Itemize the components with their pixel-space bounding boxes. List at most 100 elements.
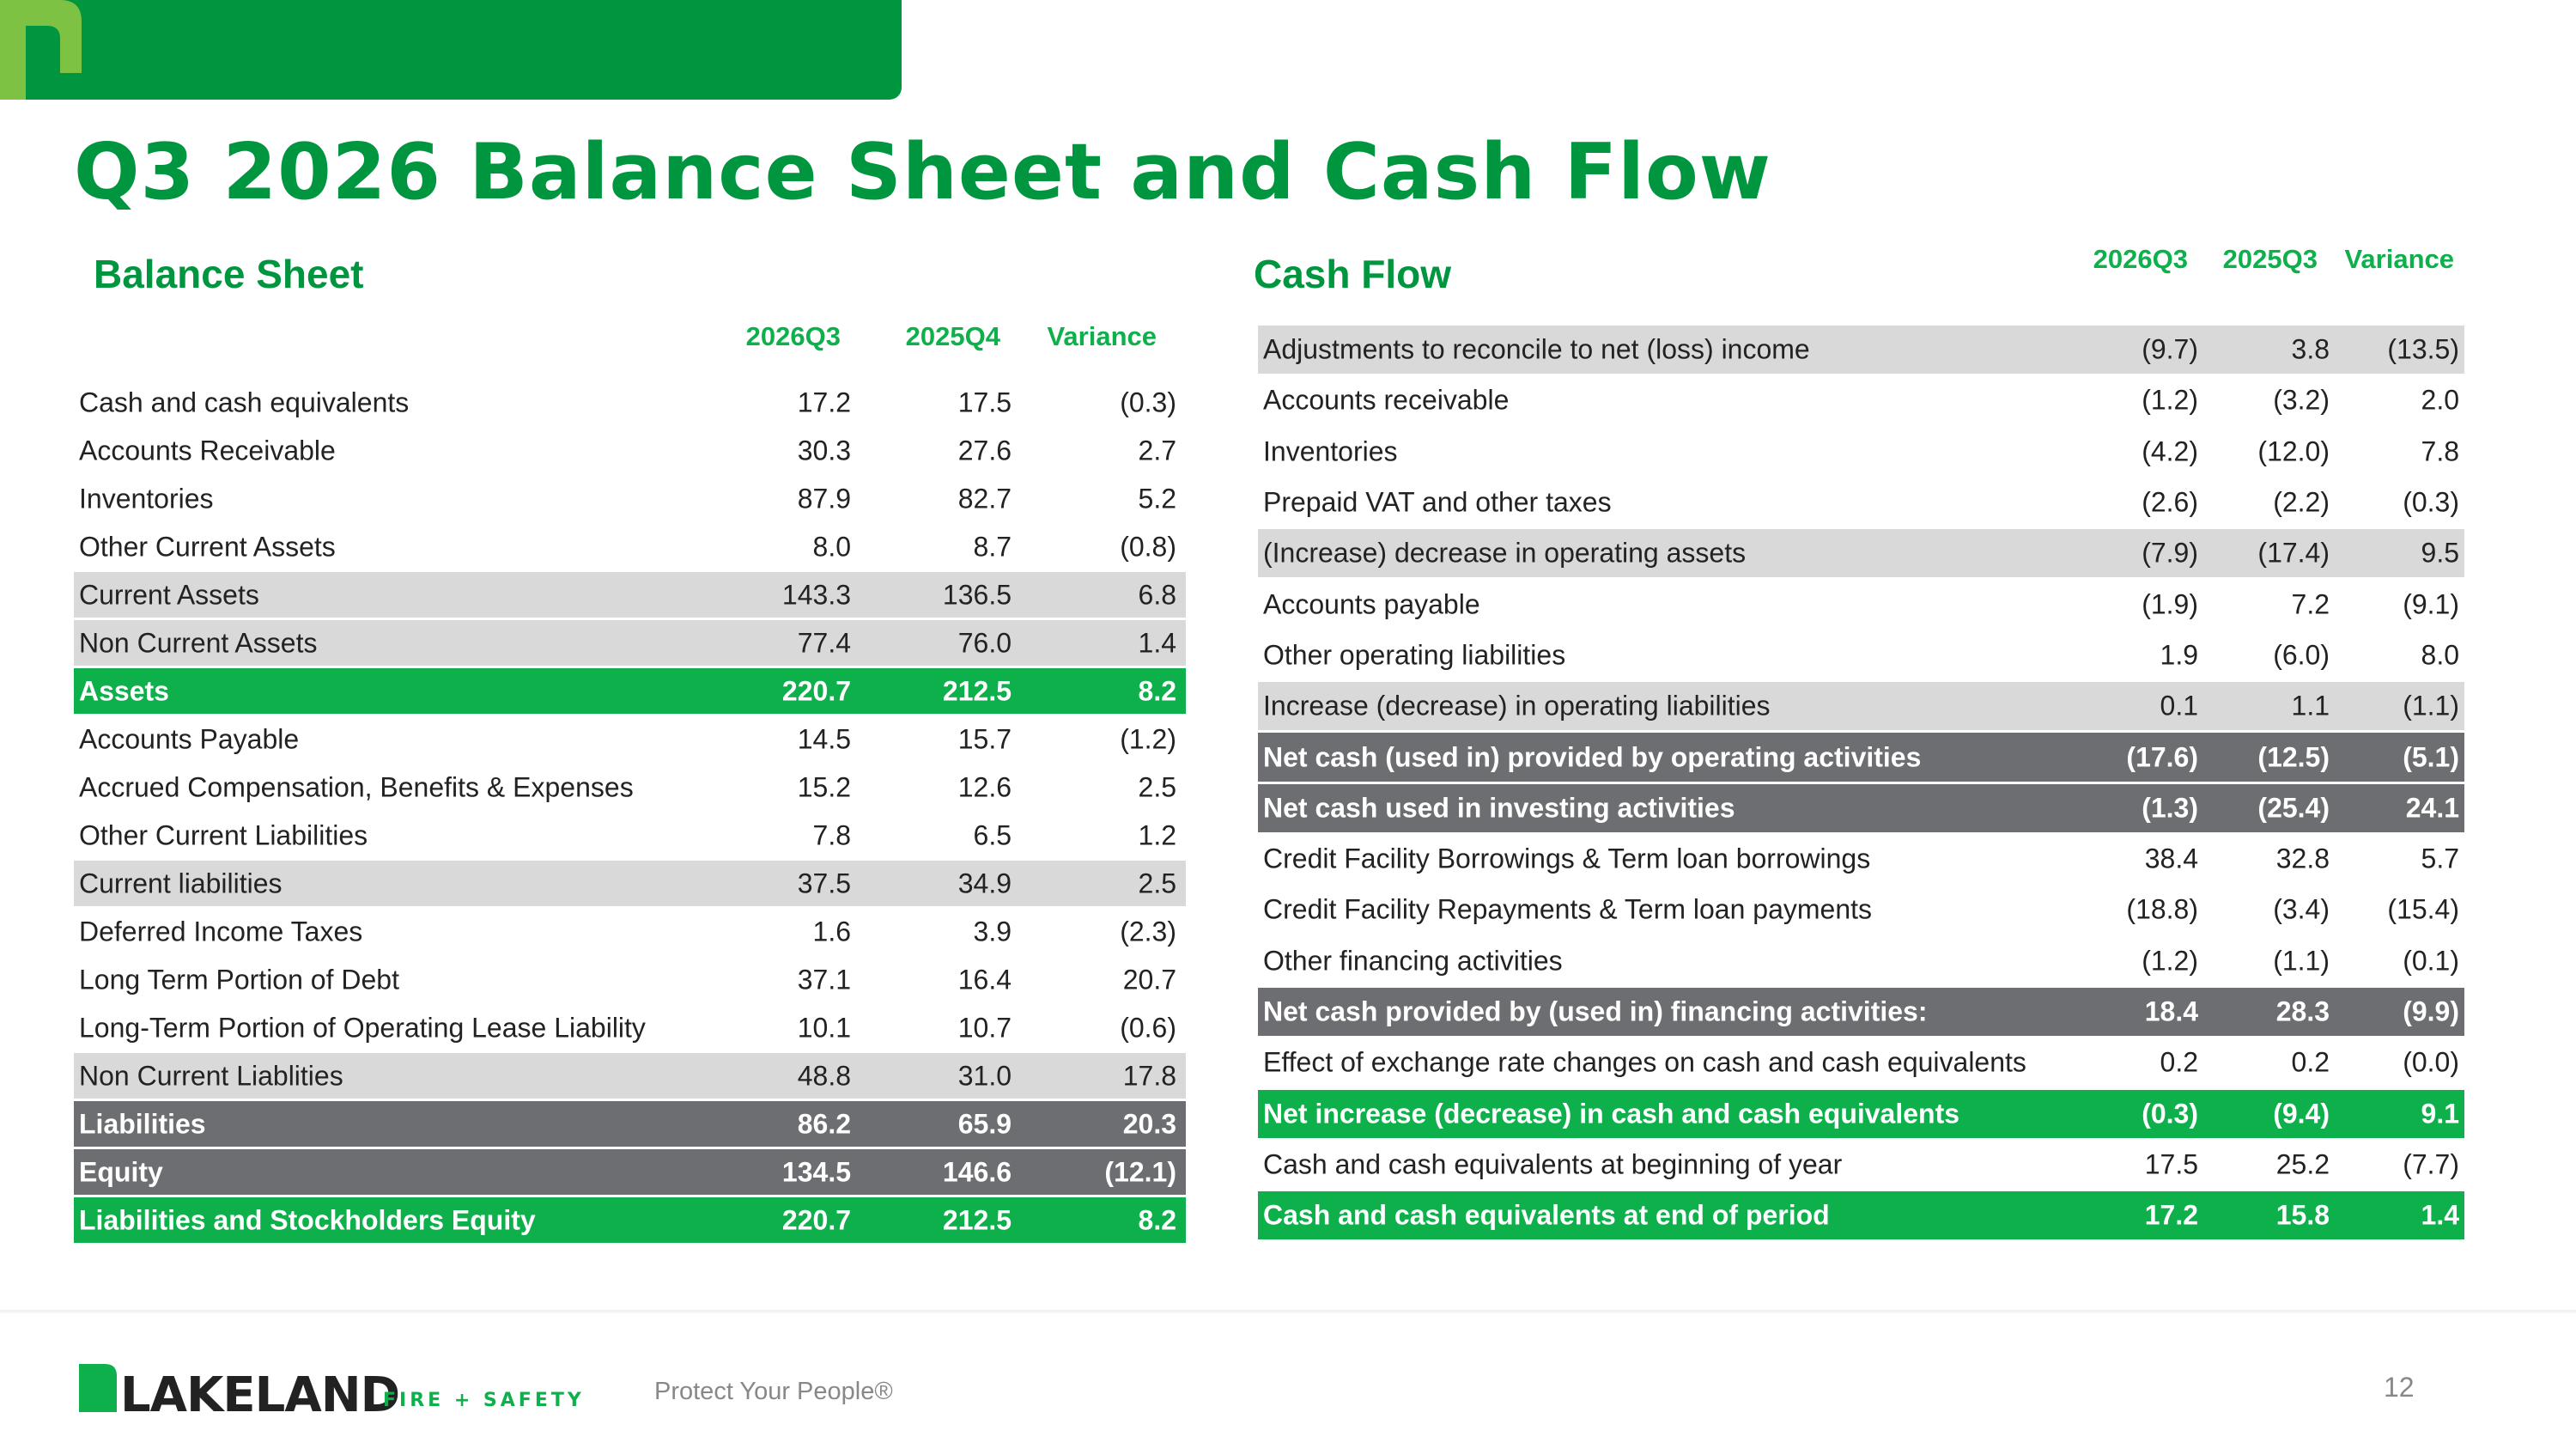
table-row: Increase (decrease) in operating liabili… — [1258, 682, 2464, 731]
row-value: 17.8 — [1122, 1060, 1176, 1091]
row-value: (0.0) — [2403, 1046, 2459, 1078]
row-value: 0.2 — [2291, 1046, 2330, 1078]
row-value: (17.6) — [2126, 741, 2198, 773]
row-value: (3.4) — [2273, 893, 2330, 925]
row-label: (Increase) decrease in operating assets — [1263, 537, 1747, 569]
row-value: (1.1) — [2273, 945, 2330, 977]
row-label: Effect of exchange rate changes on cash … — [1263, 1046, 2026, 1078]
footer-logo-mark — [79, 1364, 117, 1412]
row-value: 6.8 — [1138, 579, 1176, 610]
row-value: 1.2 — [1138, 819, 1176, 850]
column-header: 2025Q4 — [905, 321, 1000, 351]
row-label: Net increase (decrease) in cash and cash… — [1263, 1098, 1960, 1129]
row-value: 17.2 — [797, 387, 851, 417]
footer-tagline: FIRE + SAFETY — [383, 1390, 585, 1411]
row-value: 3.9 — [973, 916, 1012, 947]
row-value: (2.3) — [1120, 916, 1176, 947]
row-value: 2.5 — [1138, 868, 1176, 898]
column-header: 2025Q3 — [2222, 244, 2318, 274]
table-row: Cash and cash equivalents at beginning o… — [1258, 1141, 2464, 1189]
row-value: 220.7 — [781, 1204, 851, 1235]
row-value: 8.0 — [2421, 639, 2459, 671]
row-label: Inventories — [1263, 435, 1398, 467]
row-value: (6.0) — [2273, 639, 2330, 671]
table-row: Net cash provided by (used in) financing… — [1258, 987, 2464, 1037]
row-value: 34.9 — [957, 868, 1012, 898]
table-row: Non Current Liablities 48.8 31.0 17.8 — [74, 1053, 1186, 1099]
row-value: 8.2 — [1138, 675, 1176, 706]
row-value: (0.6) — [1120, 1012, 1176, 1043]
row-value: 15.2 — [797, 771, 851, 802]
row-value: 25.2 — [2275, 1148, 2330, 1180]
row-value: 37.5 — [797, 868, 851, 898]
row-label: Cash and cash equivalents — [79, 387, 410, 417]
row-value: 5.7 — [2421, 843, 2459, 874]
row-label: Other Current Assets — [79, 531, 336, 562]
table-row: Non Current Assets 77.4 76.0 1.4 — [74, 620, 1186, 666]
column-header: 2026Q3 — [745, 321, 841, 351]
row-value: 38.4 — [2144, 843, 2198, 874]
row-value: 82.7 — [957, 483, 1012, 514]
row-value: 2.5 — [1138, 771, 1176, 802]
section-heading: Balance Sheet — [94, 252, 364, 296]
table-row: (Increase) decrease in operating assets (… — [1258, 529, 2464, 578]
row-value: (12.5) — [2257, 741, 2330, 773]
row-value: 16.4 — [957, 964, 1012, 995]
row-label: Net cash provided by (used in) financing… — [1263, 995, 1928, 1027]
row-value: 20.3 — [1122, 1108, 1176, 1139]
row-value: 0.2 — [2160, 1046, 2198, 1078]
table-row: Current Assets 143.3 136.5 6.8 — [74, 572, 1186, 618]
row-value: (4.2) — [2142, 435, 2198, 467]
table-row: Accounts Receivable 30.3 27.6 2.7 — [74, 428, 1186, 473]
row-value: (7.7) — [2403, 1148, 2459, 1180]
row-label: Current Assets — [79, 579, 259, 610]
row-label: Credit Facility Repayments & Term loan p… — [1263, 893, 1873, 925]
row-value: (7.9) — [2142, 537, 2198, 569]
row-value: 76.0 — [957, 627, 1012, 658]
row-value: 87.9 — [797, 483, 851, 514]
row-value: 2.7 — [1138, 435, 1176, 466]
table-row: Prepaid VAT and other taxes (2.6) (2.2) (0.… — [1258, 478, 2464, 527]
row-value: (9.1) — [2403, 588, 2459, 620]
row-value: 136.5 — [942, 579, 1012, 610]
table-row: Cash and cash equivalents at end of peri… — [1258, 1191, 2464, 1240]
row-value: 37.1 — [797, 964, 851, 995]
row-label: Net cash used in investing activities — [1263, 792, 1735, 824]
row-value: 7.2 — [2291, 588, 2330, 620]
row-value: (25.4) — [2257, 792, 2330, 824]
row-value: (18.8) — [2126, 893, 2198, 925]
row-value: 65.9 — [957, 1108, 1012, 1139]
table-row: Other financing activities (1.2) (1.1) (0.1… — [1258, 937, 2464, 985]
row-value: (15.4) — [2387, 893, 2459, 925]
row-value: (1.3) — [2142, 792, 2198, 824]
row-value: 1.4 — [2421, 1199, 2459, 1231]
row-label: Accrued Compensation, Benefits & Expense… — [79, 771, 634, 802]
row-value: (0.8) — [1120, 531, 1176, 562]
row-value: 220.7 — [781, 675, 851, 706]
row-value: (9.7) — [2142, 333, 2198, 365]
row-value: 17.5 — [957, 387, 1012, 417]
top-bar — [0, 0, 902, 100]
row-value: (9.9) — [2403, 995, 2459, 1027]
row-value: 212.5 — [942, 1204, 1012, 1235]
row-value: 7.8 — [2421, 435, 2459, 467]
row-value: (12.1) — [1104, 1156, 1176, 1187]
row-label: Liabilities — [79, 1108, 206, 1139]
table-row: Other Current Assets 8.0 8.7 (0.8) — [74, 524, 1186, 569]
row-label: Adjustments to reconcile to net (loss) i… — [1263, 333, 1810, 365]
row-label: Increase (decrease) in operating liabili… — [1263, 690, 1771, 721]
table-row: Current liabilities 37.5 34.9 2.5 — [74, 861, 1186, 906]
row-value: (13.5) — [2387, 333, 2459, 365]
row-value: 30.3 — [797, 435, 851, 466]
table-row: Equity 134.5 146.6 (12.1) — [74, 1149, 1186, 1195]
table-row: Inventories 87.9 82.7 5.2 — [74, 476, 1186, 521]
row-label: Accounts Receivable — [79, 435, 336, 466]
table-row: Accounts receivable (1.2) (3.2) 2.0 — [1258, 376, 2464, 424]
row-value: 6.5 — [973, 819, 1012, 850]
table-row: Assets 220.7 212.5 8.2 — [74, 668, 1186, 714]
row-value: 1.4 — [1138, 627, 1176, 658]
footer-logo: LAKELAND — [120, 1367, 400, 1423]
row-label: Inventories — [79, 483, 214, 514]
row-value: 27.6 — [957, 435, 1012, 466]
table-row: Liabilities 86.2 65.9 20.3 — [74, 1101, 1186, 1147]
